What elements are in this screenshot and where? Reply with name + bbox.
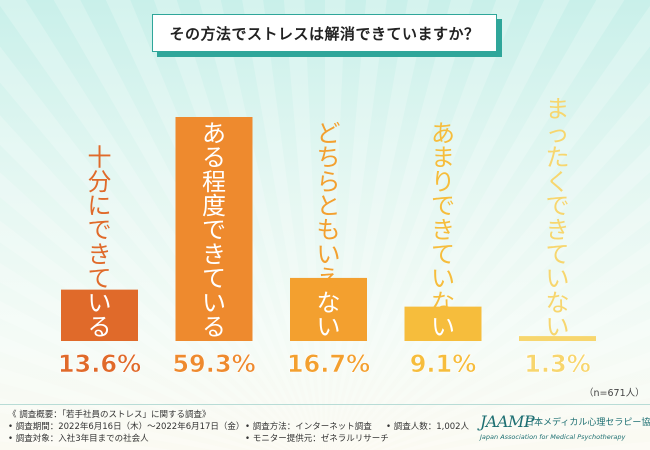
logo-name-en: Japan Association for Medical Psychother… xyxy=(480,433,626,441)
background-ray xyxy=(332,0,520,450)
value-label-3: 16.7% xyxy=(287,350,370,378)
bar-5 xyxy=(519,336,596,341)
survey-summary: 《 調査概要：「若手社員のストレス」に関する調査》 • 調査期間：2022年6月… xyxy=(8,409,469,445)
category-label-2: ある程度できている xyxy=(202,119,226,341)
bar-chart: 十分にできている 13.6% ある程度できている 59.3% どちらともいえない 16.7… xyxy=(58,95,596,378)
sample-size-note: （n=671人） xyxy=(584,388,645,399)
category-label-3: どちらともいえない xyxy=(317,119,341,341)
logo-name-jp: 日本メディカル心理セラピー協会 xyxy=(525,418,650,428)
background-ray xyxy=(341,82,650,450)
bar-2 xyxy=(175,117,253,341)
jaamp-logo: JAAMP 日本メディカル心理セラピー協会 Japan Association … xyxy=(480,412,650,446)
background-ray xyxy=(353,242,650,450)
survey-target: • 調査対象：入社3年目までの社会人 xyxy=(8,434,149,444)
category-label-5: まったくできていない xyxy=(546,95,570,341)
background-ray xyxy=(438,412,650,450)
background-ray xyxy=(0,0,325,450)
footer-divider xyxy=(0,404,650,405)
category-label-1: 十分にできている xyxy=(88,144,112,341)
bar-4 xyxy=(404,306,482,341)
background-ray xyxy=(0,0,325,450)
background-ray xyxy=(553,441,650,450)
value-label-5: 1.3% xyxy=(524,350,591,378)
background-ray xyxy=(0,0,325,450)
background-ray xyxy=(0,427,174,450)
background-ray xyxy=(345,145,650,450)
background-ray xyxy=(367,318,650,450)
logo-mark: JAAMP xyxy=(480,412,535,431)
value-label-1: 13.6% xyxy=(58,350,141,378)
background-ray xyxy=(0,367,262,450)
survey-method: • 調査方法：インターネット調査 xyxy=(245,422,372,432)
survey-provider: • モニター提供元：ゼネラルリサーチ xyxy=(245,434,389,444)
value-label-4: 9.1% xyxy=(410,350,477,378)
survey-period: • 調査期間：2022年6月16日（木）〜2022年6月17日（金） xyxy=(8,422,245,432)
survey-respondents: • 調査人数：1,002人 xyxy=(386,422,470,432)
background-ray xyxy=(334,0,570,450)
category-label-4: あまりできていない xyxy=(431,119,455,341)
bar-1 xyxy=(61,289,138,341)
survey-title: 《 調査概要：「若手社員のストレス」に関する調査》 xyxy=(8,410,211,420)
background-ray xyxy=(0,335,277,450)
bar-3 xyxy=(290,277,367,341)
chart-title: その方法でストレスは解消できていますか？ xyxy=(152,14,497,52)
value-label-2: 59.3% xyxy=(172,350,255,378)
background-ray xyxy=(348,197,650,450)
